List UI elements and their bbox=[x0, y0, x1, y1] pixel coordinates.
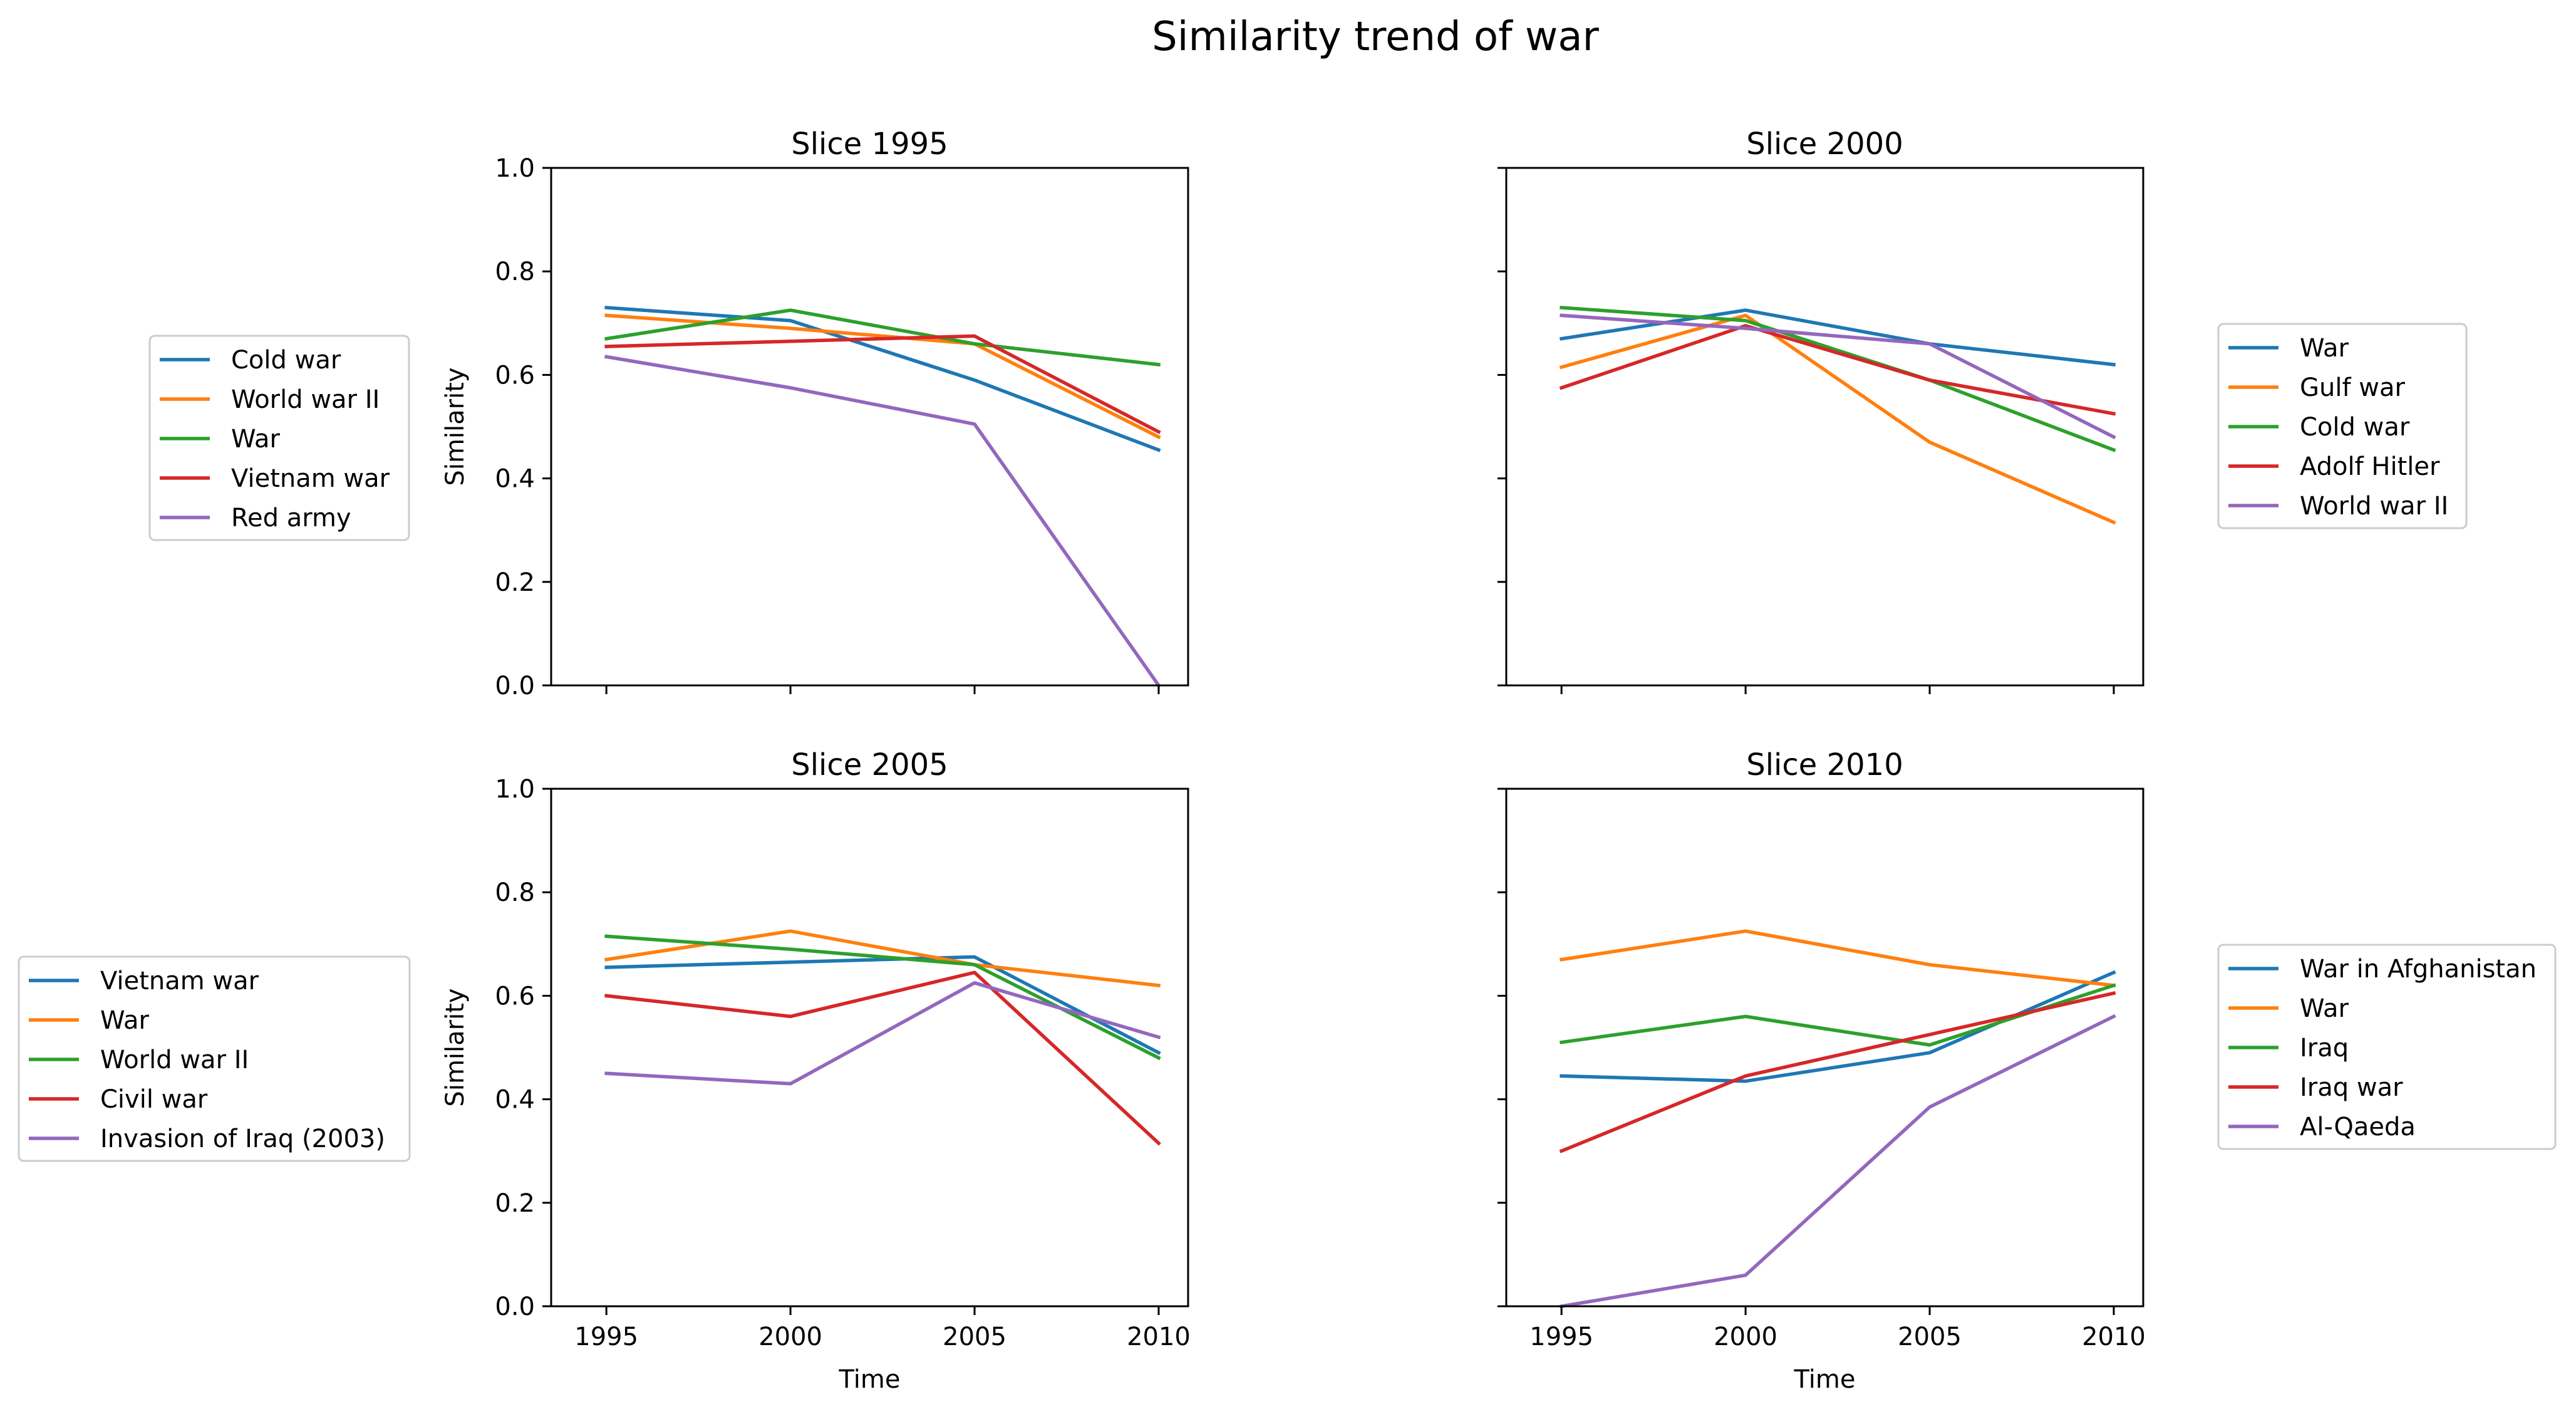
x-tick-label: 2000 bbox=[758, 1323, 822, 1351]
legend-label: Iraq bbox=[2300, 1034, 2349, 1063]
series-line-adolf-hitler bbox=[1559, 324, 2116, 416]
series-line-world-war-ii bbox=[1560, 313, 2116, 440]
legend-label: War bbox=[2300, 994, 2349, 1023]
legend-label: Iraq war bbox=[2300, 1073, 2403, 1102]
subplot-slice-2005: Slice 2005 0.0 0.2 0.4 0.6 0.8 1.0 1995 2000 2005… bbox=[18, 747, 1191, 1394]
legend-label: World war II bbox=[100, 1046, 249, 1074]
series-line-vietnam-war bbox=[604, 955, 1161, 1056]
subplot-title: Slice 2000 bbox=[1746, 127, 1903, 162]
legend-box bbox=[148, 335, 410, 541]
series-line-gulf-war bbox=[1559, 313, 2116, 525]
subplot-slice-2000: Slice 2000 War Gulf war Cold war Adolf Hitle… bbox=[1497, 127, 2468, 694]
series-line-war bbox=[604, 308, 1161, 367]
x-tick-label: 2010 bbox=[1127, 1323, 1191, 1351]
legend-label: Al-Qaeda bbox=[2300, 1113, 2416, 1141]
axes-frame bbox=[1505, 788, 2144, 1308]
legend-label: Red army bbox=[231, 504, 351, 533]
subplot-grid: Slice 1995 0.0 0.2 0.4 0.6 0.8 1.0 Similarity Co… bbox=[18, 127, 2557, 1394]
legend-label: Cold war bbox=[231, 346, 341, 375]
legend: Vietnam war War World war II Civil war Invas… bbox=[18, 955, 411, 1162]
subplot-slice-1995: Slice 1995 0.0 0.2 0.4 0.6 0.8 1.0 Similarity Co… bbox=[148, 127, 1189, 700]
y-tick-label: 0.4 bbox=[495, 465, 535, 494]
series-line-invasion-of-iraq-2003 bbox=[604, 981, 1161, 1086]
series-line-civil-war bbox=[604, 970, 1161, 1146]
x-axis-label: Time bbox=[839, 1365, 901, 1394]
legend-label: Invasion of Iraq (2003) bbox=[100, 1125, 385, 1153]
legend-label: Vietnam war bbox=[100, 967, 259, 996]
legend-label: World war II bbox=[231, 385, 380, 414]
legend-label: Civil war bbox=[100, 1085, 208, 1114]
legend-label: War bbox=[100, 1006, 150, 1035]
axes-frame bbox=[550, 788, 1189, 1308]
legend: Cold war World war II War Vietnam war Red ar… bbox=[148, 335, 410, 541]
x-tick-label: 1995 bbox=[1529, 1323, 1593, 1351]
series-line-iraq-war bbox=[1559, 991, 2116, 1153]
y-tick-label: 0.4 bbox=[495, 1086, 535, 1115]
y-tick-label: 0.6 bbox=[495, 982, 535, 1011]
series-line-vietnam-war bbox=[604, 334, 1161, 435]
axes-frame bbox=[550, 167, 1189, 687]
x-tick-label: 2005 bbox=[1898, 1323, 1962, 1351]
legend-box bbox=[18, 955, 411, 1162]
y-tick-label: 0.0 bbox=[495, 672, 535, 700]
legend: War Gulf war Cold war Adolf Hitler World war… bbox=[2217, 323, 2468, 529]
y-tick-label: 1.0 bbox=[495, 775, 535, 804]
legend-label: Adolf Hitler bbox=[2300, 452, 2440, 481]
subplot-title: Slice 1995 bbox=[791, 127, 948, 162]
series-line-cold-war bbox=[604, 306, 1161, 452]
legend-label: Cold war bbox=[2300, 413, 2410, 442]
series-line-war bbox=[1560, 929, 2116, 987]
x-axis-label: Time bbox=[1794, 1365, 1856, 1394]
legend-label: Gulf war bbox=[2300, 373, 2405, 402]
y-tick-label: 0.8 bbox=[495, 257, 535, 286]
subplot-title: Slice 2010 bbox=[1746, 747, 1903, 783]
y-axis-label: Similarity bbox=[441, 367, 470, 486]
legend-box bbox=[2217, 944, 2557, 1150]
legend-label: Vietnam war bbox=[231, 464, 390, 493]
figure-title: Similarity trend of war bbox=[1152, 14, 1599, 60]
x-tick-label: 2005 bbox=[943, 1323, 1006, 1351]
subplot-slice-2010: Slice 2010 1995 2000 2005 2010 Time War in Afg… bbox=[1497, 747, 2557, 1394]
series-line-war bbox=[1560, 308, 2116, 367]
legend-label: War in Afghanistan bbox=[2300, 955, 2537, 984]
y-tick-label: 0.6 bbox=[495, 361, 535, 390]
y-tick-label: 1.0 bbox=[495, 154, 535, 183]
legend-label: World war II bbox=[2300, 492, 2448, 521]
legend-label: War bbox=[2300, 334, 2349, 363]
legend-label: War bbox=[231, 425, 281, 454]
axes-frame bbox=[1505, 167, 2144, 687]
series-line-red-army bbox=[604, 355, 1161, 688]
series-line-war bbox=[604, 929, 1161, 987]
y-tick-label: 0.2 bbox=[495, 1189, 535, 1218]
x-tick-label: 2000 bbox=[1714, 1323, 1777, 1351]
x-tick-label: 1995 bbox=[574, 1323, 638, 1351]
series-line-al-qaeda bbox=[1560, 1014, 2116, 1309]
subplot-title: Slice 2005 bbox=[791, 747, 948, 783]
y-tick-label: 0.2 bbox=[495, 568, 535, 597]
series-line-world-war-ii bbox=[604, 313, 1161, 440]
x-tick-label: 2010 bbox=[2082, 1323, 2146, 1351]
series-line-cold-war bbox=[1560, 306, 2116, 452]
y-tick-label: 0.8 bbox=[495, 878, 535, 907]
y-axis-label: Similarity bbox=[441, 988, 470, 1106]
legend-box bbox=[2217, 323, 2468, 529]
legend: War in Afghanistan War Iraq Iraq war Al-Qaed… bbox=[2217, 944, 2557, 1150]
y-tick-label: 0.0 bbox=[495, 1292, 535, 1321]
